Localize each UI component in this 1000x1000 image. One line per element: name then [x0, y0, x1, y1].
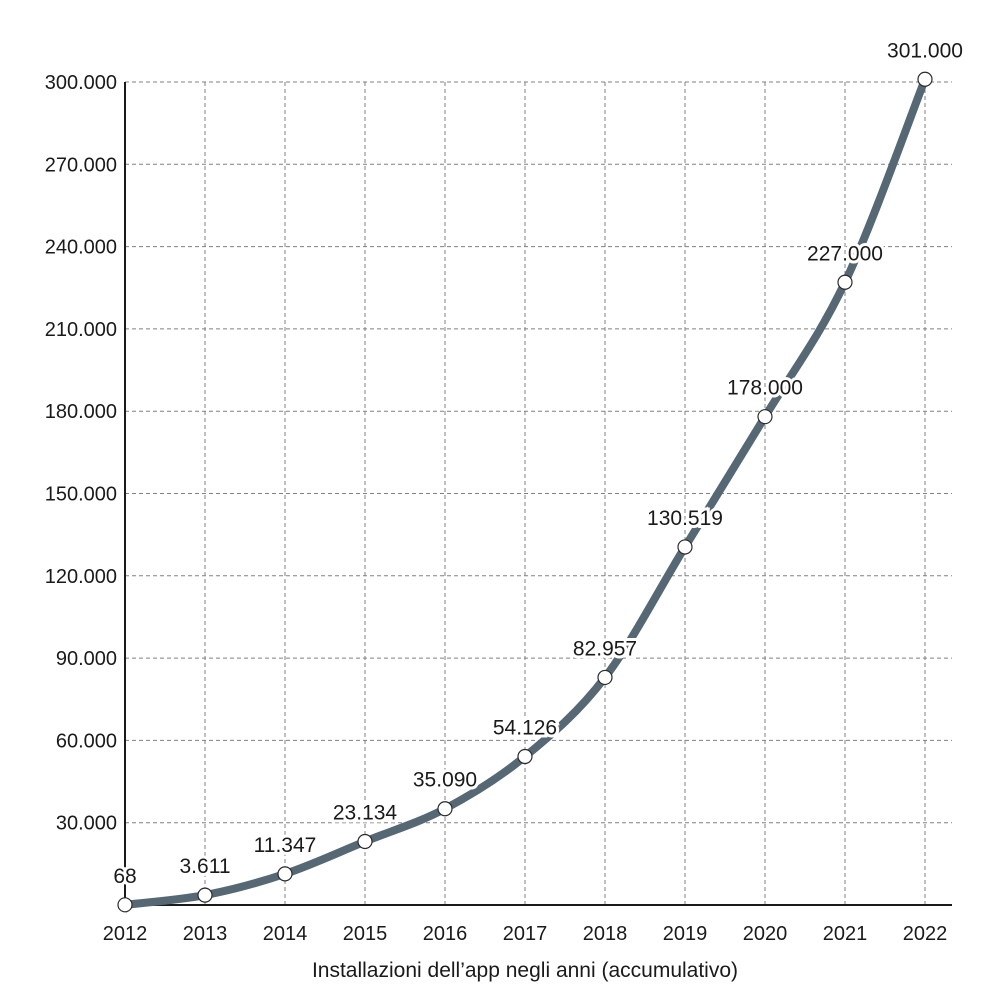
data-point [437, 801, 453, 817]
y-tick-label: 30.000 [56, 813, 117, 835]
data-point [597, 669, 613, 686]
data-label: 68 [113, 865, 136, 888]
data-label: 227.000 [807, 242, 883, 265]
x-tick-label: 2021 [823, 923, 868, 945]
data-label: 11.347 [254, 834, 317, 857]
data-label: 82.957 [573, 637, 637, 660]
y-tick-label: 270.000 [45, 154, 117, 176]
y-tick-label: 180.000 [45, 401, 117, 423]
x-tick-label: 2018 [583, 923, 628, 945]
data-label: 35.090 [413, 769, 477, 792]
y-tick-label: 240.000 [45, 237, 117, 259]
series [117, 71, 933, 913]
x-tick-label: 2013 [183, 923, 228, 945]
data-point [197, 887, 213, 903]
x-tick-label: 2016 [423, 923, 468, 945]
data-label: 130.519 [647, 507, 723, 530]
data-label: 54.126 [493, 717, 557, 740]
x-tick-label: 2022 [903, 923, 948, 945]
y-tick-label: 210.000 [45, 319, 117, 341]
data-point [117, 897, 133, 913]
data-point [277, 866, 293, 882]
x-tick-label: 2019 [663, 923, 708, 945]
y-tick-label: 90.000 [56, 648, 117, 670]
data-point [917, 71, 933, 87]
data-label: 23.134 [333, 802, 398, 825]
y-tick-label: 150.000 [45, 484, 117, 506]
data-point [677, 539, 693, 555]
x-axis-title: Installazioni dell’app negli anni (accum… [312, 959, 738, 982]
data-point [517, 748, 533, 765]
x-tick-label: 2014 [263, 923, 308, 945]
x-tick-label: 2017 [503, 923, 548, 945]
x-tick-label: 2012 [103, 923, 148, 945]
axes [124, 82, 952, 906]
x-tick-label: 2015 [343, 923, 388, 945]
x-tick-labels: 2012 2013 2014 2015 2016 2017 2018 2019 2020 2021… [103, 923, 948, 945]
data-label: 301.000 [887, 39, 963, 62]
data-label: 178.000 [727, 377, 803, 400]
data-labels: 68 3.611 11.347 23.134 35.090 54.126 82.957 130… [110, 36, 966, 891]
data-point [357, 833, 373, 850]
data-point [757, 409, 773, 425]
x-tick-label: 2020 [743, 923, 788, 945]
data-point [837, 274, 853, 290]
grid-lines [125, 81, 952, 905]
y-tick-label: 300.000 [45, 72, 117, 94]
data-label: 3.611 [180, 855, 231, 878]
y-tick-labels: 30.000 60.000 90.000 120.000 150.000 180.000 2… [45, 72, 117, 835]
y-tick-label: 60.000 [56, 730, 117, 752]
y-tick-label: 120.000 [45, 566, 117, 588]
